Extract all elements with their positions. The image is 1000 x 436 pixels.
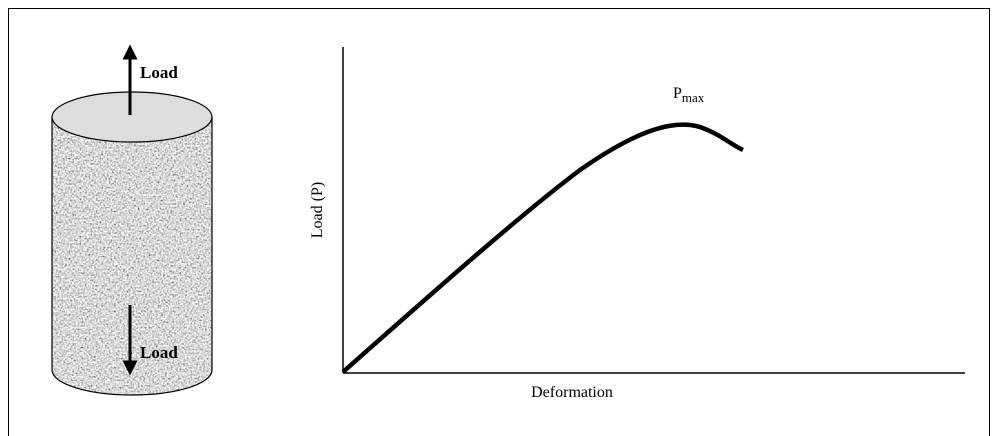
y-axis-label: Load (P) <box>309 182 326 238</box>
x-axis-label: Deformation <box>531 384 613 401</box>
frame <box>8 8 990 436</box>
load-label-bottom: Load <box>140 343 178 362</box>
peak-label-main: P <box>673 85 682 102</box>
load-label-top: Load <box>140 63 178 82</box>
specimen-outline <box>51 117 213 396</box>
peak-label-subscript: max <box>682 90 705 105</box>
specimen-body <box>52 117 212 395</box>
graph: Load (P) Deformation Pmax <box>309 47 965 401</box>
specimen: Load Load <box>51 44 213 396</box>
specimen-top <box>51 91 213 143</box>
load-curve <box>341 122 744 374</box>
peak-label: Pmax <box>673 85 705 105</box>
